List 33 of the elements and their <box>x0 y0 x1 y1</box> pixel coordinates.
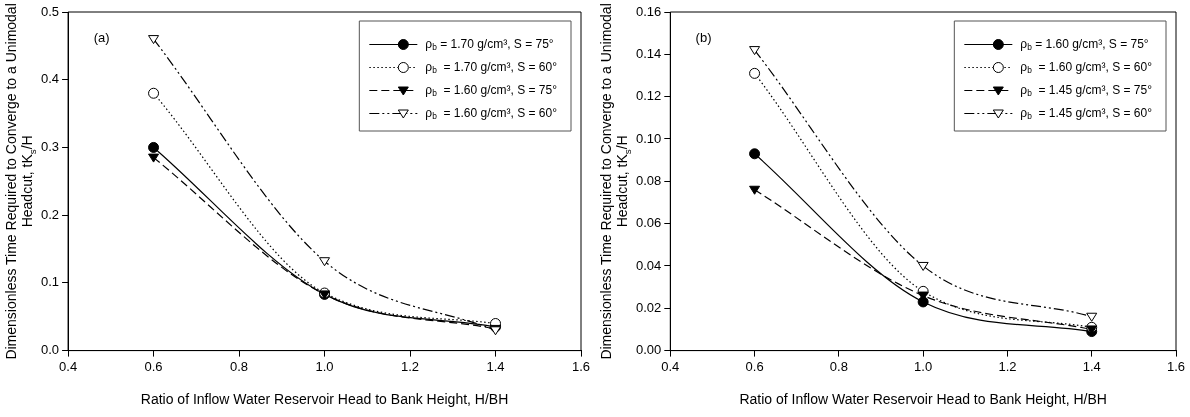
x-axis-title: Ratio of Inflow Water Reservoir Head to Bank Height, H/BH <box>140 391 509 408</box>
y-tick-label: 0.2 <box>40 206 60 222</box>
x-tick-label: 1.4 <box>1082 358 1101 374</box>
x-tick-label: 1.0 <box>914 358 933 374</box>
x-tick-label: 0.4 <box>59 358 78 374</box>
y-tick-label: 0.3 <box>40 139 60 155</box>
y-tick-label: 0.0 <box>40 342 60 358</box>
y-tick-label: 0.08 <box>635 172 662 188</box>
y-tick-label: 0.4 <box>40 71 60 87</box>
x-axis-title: Ratio of Inflow Water Reservoir Head to Bank Height, H/BH <box>739 391 1107 408</box>
y-tick-label: 0.04 <box>635 257 662 273</box>
y-tick-label: 0.02 <box>635 299 662 315</box>
x-tick-label: 0.6 <box>144 358 163 374</box>
y-tick-label: 0.10 <box>635 130 662 146</box>
y-tick-label: 0.12 <box>635 88 662 104</box>
y-tick-label: 0.00 <box>635 342 662 358</box>
annotation: (b) <box>695 30 712 45</box>
x-tick-label: 0.8 <box>829 358 848 374</box>
x-tick-label: 1.2 <box>998 358 1017 374</box>
x-tick-label: 0.6 <box>745 358 764 374</box>
x-tick-label: 0.8 <box>230 358 249 374</box>
y-tick-label: 0.14 <box>635 45 662 61</box>
y-tick-label: 0.16 <box>635 3 662 19</box>
y-tick-label: 0.1 <box>40 274 60 290</box>
annotation: (a) <box>93 30 110 45</box>
x-tick-label: 1.4 <box>486 358 505 374</box>
x-tick-label: 1.6 <box>1166 358 1186 374</box>
x-tick-label: 1.6 <box>571 358 591 374</box>
x-tick-label: 1.2 <box>400 358 420 374</box>
x-tick-label: 1.0 <box>315 358 334 374</box>
x-tick-label: 0.4 <box>661 358 680 374</box>
y-tick-label: 0.06 <box>635 215 662 231</box>
y-tick-label: 0.5 <box>40 3 60 19</box>
